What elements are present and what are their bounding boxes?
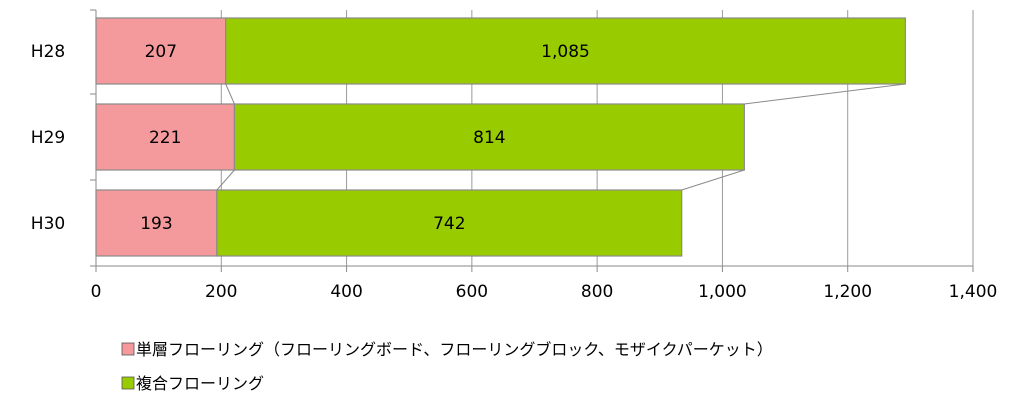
series-line (681, 169, 745, 191)
data-label-single-layer-H29: 221 (149, 128, 181, 148)
x-tick-label: 800 (581, 282, 613, 302)
x-tick-label: 200 (205, 282, 237, 302)
axes (90, 9, 974, 272)
bar-composite-H30 (216, 189, 683, 257)
bar-composite-H28 (225, 17, 906, 85)
bar-single-layer-H28 (95, 17, 227, 85)
category-label-H29: H29 (31, 128, 65, 148)
category-label-H28: H28 (31, 42, 65, 62)
legend-item-single-layer: 単層フローリング（フローリングボード、フローリングブロック、モザイクパーケット） (121, 340, 773, 359)
data-label-composite-H29: 814 (473, 128, 505, 148)
x-tick-label: 600 (456, 282, 488, 302)
series-line (225, 83, 235, 105)
legend-item-composite: 複合フローリング (121, 374, 264, 393)
series-line (744, 83, 906, 105)
bar-single-layer-H30 (95, 189, 218, 257)
legend-label-composite: 複合フローリング (136, 374, 264, 393)
x-tick-label: 0 (91, 282, 102, 302)
legend: 単層フローリング（フローリングボード、フローリングブロック、モザイクパーケット）… (121, 340, 773, 393)
data-label-composite-H30: 742 (433, 214, 465, 234)
legend-label-single-layer: 単層フローリング（フローリングボード、フローリングブロック、モザイクパーケット） (136, 340, 773, 359)
data-label-composite-H28: 1,085 (541, 42, 590, 62)
x-tick-label: 400 (330, 282, 362, 302)
labels: 207 1,085 221 814 193 742 0 200 400 600 800 1,000 1,… (31, 42, 998, 302)
data-label-single-layer-H28: 207 (145, 42, 177, 62)
series-lines (216, 83, 906, 191)
x-tick-label: 1,400 (949, 282, 998, 302)
legend-swatch-composite (121, 376, 135, 390)
x-tick-label: 1,200 (823, 282, 872, 302)
category-label-H30: H30 (31, 214, 65, 234)
data-label-single-layer-H30: 193 (140, 214, 172, 234)
x-tick-label: 1,000 (698, 282, 747, 302)
series-line (216, 169, 235, 191)
legend-swatch-single-layer (121, 342, 135, 356)
bar-composite-H29 (233, 103, 745, 171)
